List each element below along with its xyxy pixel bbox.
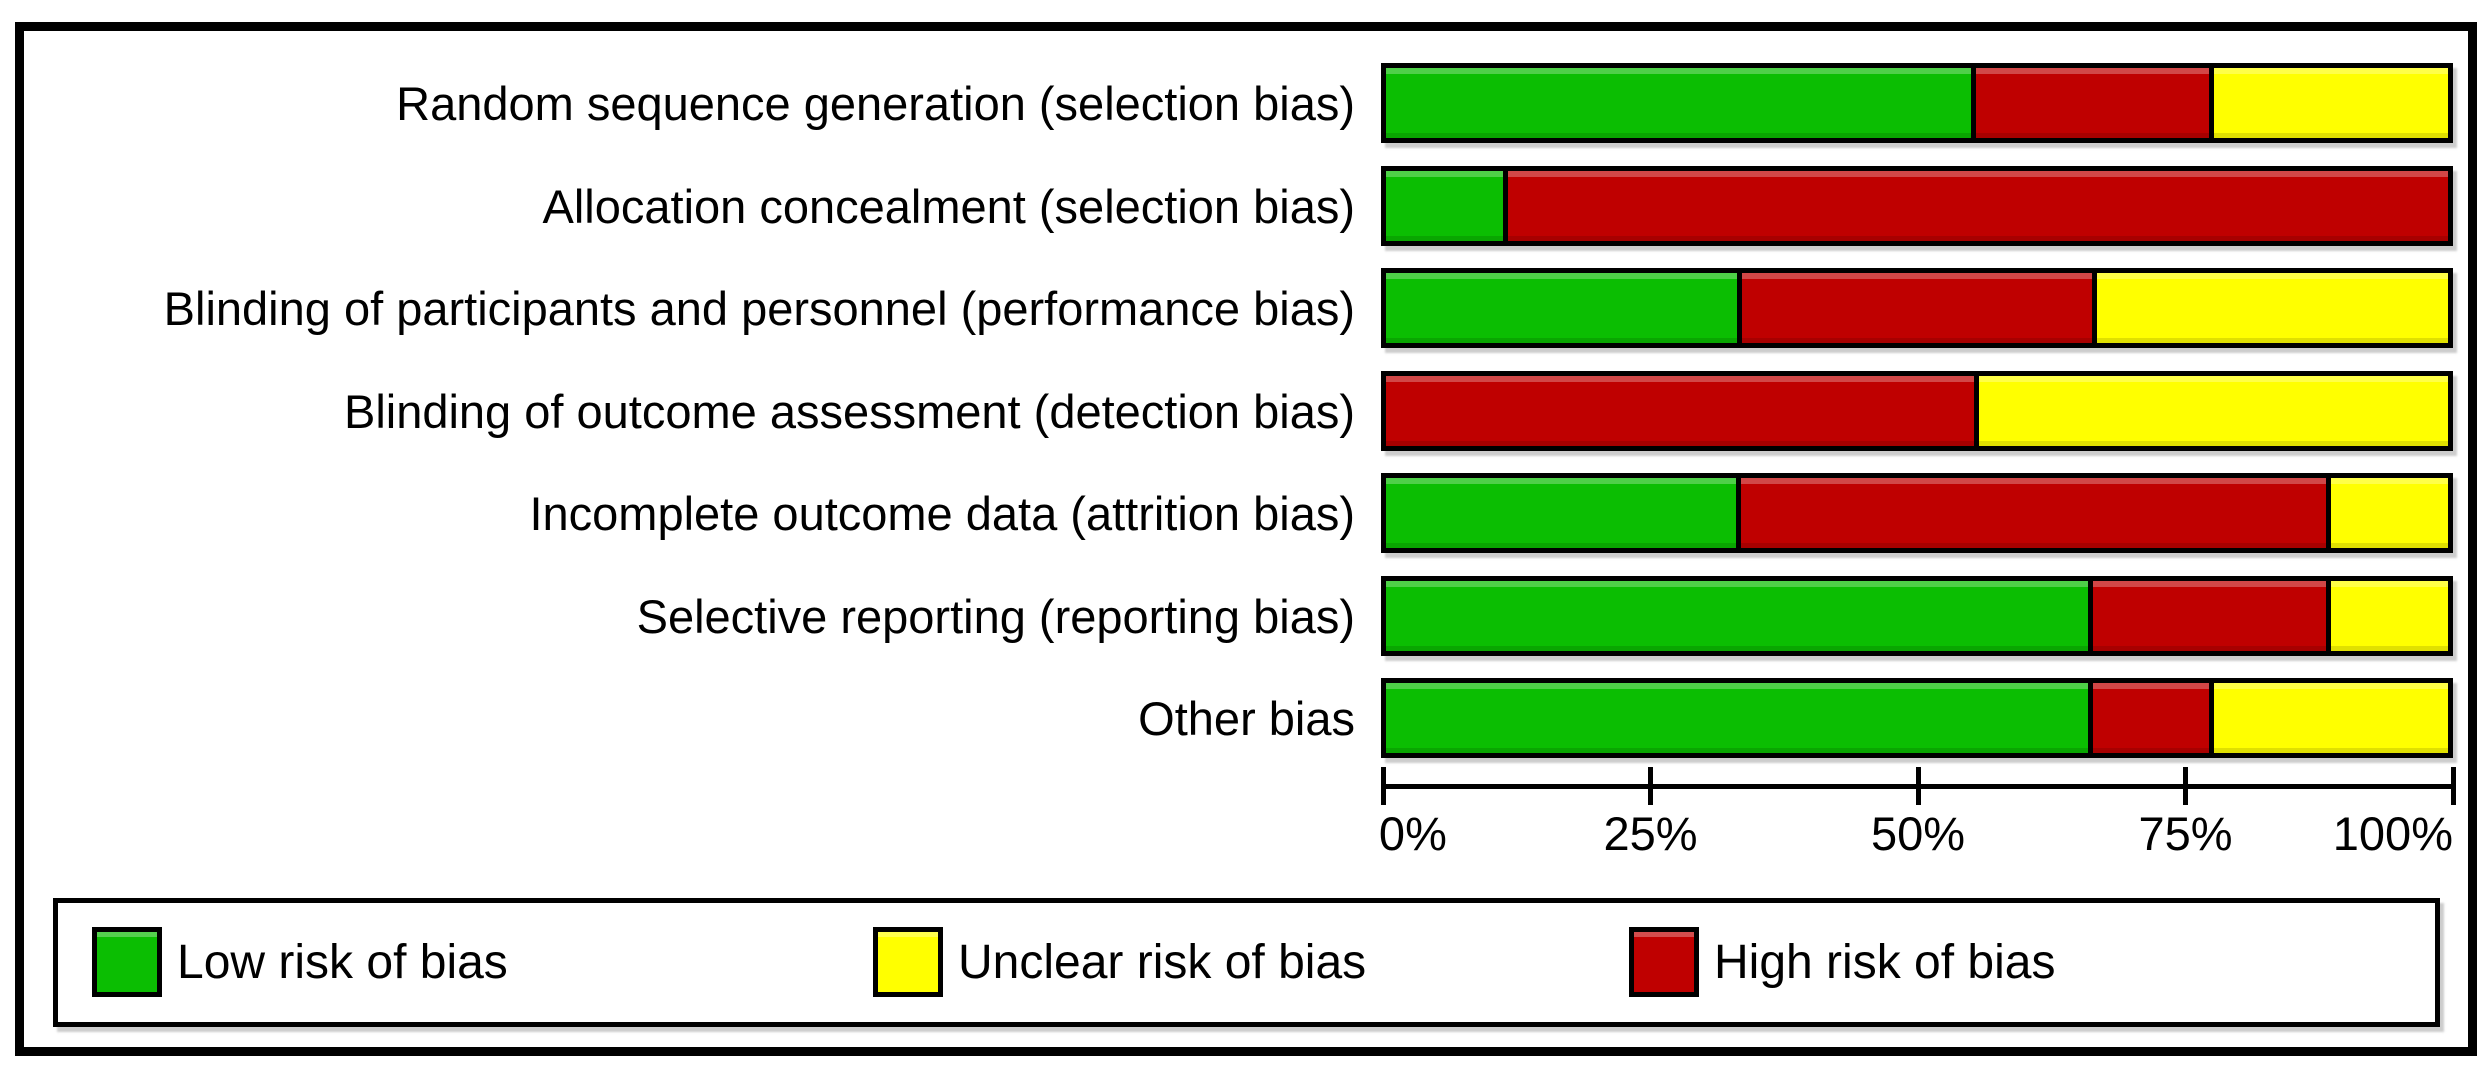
risk-bar <box>1381 576 2453 656</box>
row-label: Blinding of outcome assessment (detectio… <box>343 384 1355 438</box>
legend-label-high: High risk of bias <box>1714 935 2056 989</box>
row-label: Random sequence generation (selection bi… <box>396 76 1355 130</box>
bar-segment-high <box>1736 478 2327 548</box>
risk-bar <box>1381 268 2453 348</box>
axis-tick-label: 0% <box>1378 807 1447 860</box>
bar-segment-unclear <box>2326 581 2448 651</box>
axis-tick <box>2183 767 2188 805</box>
bar-segment-unclear <box>2092 273 2449 343</box>
row-label: Allocation concealment (selection bias) <box>542 179 1355 233</box>
risk-bar <box>1381 63 2453 143</box>
axis-tick <box>1648 767 1653 805</box>
legend-swatch-high <box>1629 927 1699 997</box>
axis-tick-label: 100% <box>2332 807 2453 860</box>
legend-label-low: Low risk of bias <box>177 935 508 989</box>
bar-segment-low <box>1386 68 1971 138</box>
bar-segment-high <box>2087 581 2327 651</box>
row-label: Incomplete outcome data (attrition bias) <box>529 486 1355 540</box>
legend-swatch-unclear <box>873 927 943 997</box>
axis-tick <box>2450 767 2456 805</box>
legend-box: Low risk of bias Unclear risk of bias High… <box>53 898 2440 1027</box>
axis-tick <box>1380 767 1386 805</box>
axis-tick-label: 50% <box>1870 807 1966 860</box>
bar-segment-low <box>1386 478 1737 548</box>
axis-tick-label: 25% <box>1603 807 1698 860</box>
bar-segment-high <box>1386 376 1974 446</box>
bar-segment-unclear <box>2326 478 2448 548</box>
bar-segment-low <box>1386 171 1504 241</box>
bar-segment-unclear <box>1973 376 2448 446</box>
risk-bar <box>1381 473 2453 553</box>
bar-segment-low <box>1386 581 2088 651</box>
bar-segment-high <box>1970 68 2210 138</box>
axis-tick-label: 75% <box>2138 807 2233 860</box>
legend-label-unclear: Unclear risk of bias <box>958 935 1367 989</box>
row-label: Selective reporting (reporting bias) <box>636 589 1355 643</box>
bar-segment-unclear <box>2209 683 2448 753</box>
legend-swatch-low <box>92 927 162 997</box>
bar-segment-unclear <box>2209 68 2448 138</box>
bar-segment-high <box>2087 683 2210 753</box>
bar-segment-low <box>1386 273 1737 343</box>
bar-segment-high <box>1736 273 2093 343</box>
risk-bar <box>1381 166 2453 246</box>
axis-tick <box>1915 767 1921 805</box>
row-label: Blinding of participants and personnel (… <box>163 281 1355 335</box>
row-label: Other bias <box>1138 691 1355 745</box>
bar-segment-high <box>1503 171 2448 241</box>
risk-bar <box>1381 678 2453 758</box>
risk-bar <box>1381 371 2453 451</box>
bar-segment-low <box>1386 683 2088 753</box>
